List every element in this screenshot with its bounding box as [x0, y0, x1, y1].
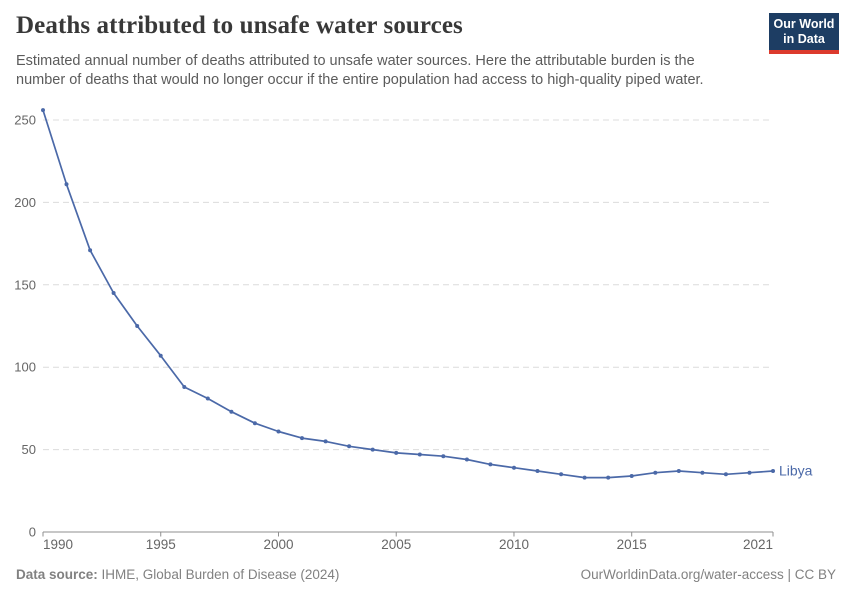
- footer-source-value: IHME, Global Burden of Disease (2024): [101, 567, 340, 582]
- data-point: [347, 444, 352, 449]
- data-point: [723, 472, 728, 477]
- data-point: [535, 469, 540, 473]
- owid-logo[interactable]: Our World in Data: [769, 13, 839, 54]
- data-point: [653, 470, 658, 475]
- data-point: [582, 475, 587, 480]
- y-axis-tick-label: 50: [22, 442, 36, 457]
- page-title: Deaths attributed to unsafe water source…: [16, 12, 463, 39]
- data-point: [629, 474, 634, 478]
- data-line: [42, 109, 774, 479]
- data-point: [41, 108, 45, 113]
- data-point: [676, 469, 681, 473]
- y-axis-tick-label: 150: [14, 277, 36, 292]
- data-point: [111, 291, 116, 295]
- data-point: [276, 429, 281, 434]
- data-point: [394, 450, 399, 455]
- data-point: [700, 470, 705, 475]
- data-point: [771, 469, 775, 473]
- data-point: [512, 465, 516, 470]
- data-point: [464, 457, 469, 462]
- y-axis-tick-label: 0: [29, 525, 36, 540]
- x-axis-tick-label: 2005: [381, 537, 411, 552]
- x-axis-tick-label: 1995: [146, 537, 176, 552]
- data-point: [158, 353, 163, 358]
- page-footer: Data source: IHME, Global Burden of Dise…: [16, 567, 836, 582]
- data-point: [747, 470, 752, 475]
- data-point: [417, 452, 422, 457]
- footer-source-label: Data source:: [16, 567, 98, 582]
- footer-credit-link[interactable]: OurWorldinData.org/water-access: [580, 567, 784, 582]
- data-point: [488, 462, 493, 467]
- data-point: [300, 436, 304, 441]
- footer-license: | CC BY: [787, 567, 836, 582]
- x-axis-tick-label: 2010: [499, 537, 529, 552]
- page-subtitle: Estimated annual number of deaths attrib…: [16, 53, 704, 89]
- x-axis-tick-label: 2000: [263, 537, 293, 552]
- x-axis-tick-label: 2021: [743, 537, 773, 552]
- data-point: [64, 182, 69, 187]
- data-point: [229, 409, 234, 414]
- data-point: [441, 454, 446, 459]
- owid-logo-line1: Our World: [773, 17, 835, 31]
- series-label-libya[interactable]: Libya: [779, 463, 813, 479]
- y-axis-tick-label: 250: [14, 113, 36, 128]
- y-axis-tick-label: 100: [14, 360, 36, 375]
- y-axis-tick-label: 200: [14, 195, 36, 210]
- data-point: [252, 421, 257, 426]
- data-point: [205, 396, 210, 401]
- footer-source: Data source: IHME, Global Burden of Dise…: [16, 567, 339, 582]
- footer-credit: OurWorldinData.org/water-access | CC BY: [581, 567, 836, 582]
- data-point: [559, 472, 564, 477]
- x-axis-tick-label: 1990: [43, 537, 73, 552]
- owid-logo-line2: in Data: [783, 32, 825, 46]
- data-point: [88, 248, 93, 253]
- data-point: [370, 447, 375, 452]
- x-axis-tick-label: 2015: [617, 537, 647, 552]
- data-point: [182, 385, 187, 389]
- data-point: [606, 475, 611, 480]
- data-point: [135, 324, 140, 328]
- data-point: [323, 439, 328, 444]
